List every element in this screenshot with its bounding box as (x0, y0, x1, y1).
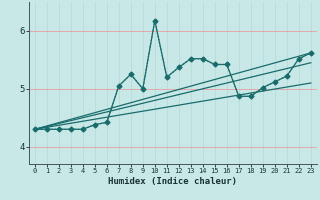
X-axis label: Humidex (Indice chaleur): Humidex (Indice chaleur) (108, 177, 237, 186)
